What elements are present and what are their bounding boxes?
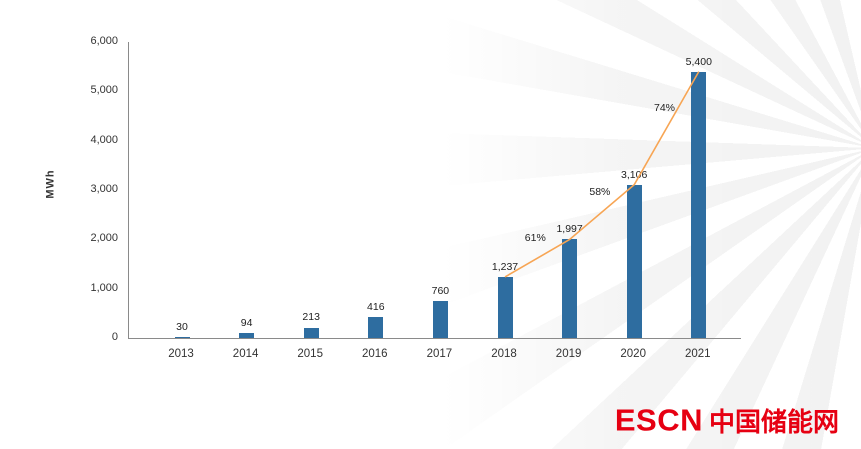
bar-2016: [368, 317, 384, 338]
x-tick-label-2016: 2016: [362, 348, 388, 360]
y-tick-label: 2,000: [90, 232, 118, 245]
bar-2020: [626, 184, 642, 338]
bar-value-label: 30: [176, 320, 188, 333]
y-tick-label: 3,000: [90, 183, 118, 195]
bar-2014: [239, 333, 255, 338]
escn-logo: ESCN 中国储能网: [615, 402, 839, 439]
y-tick-label: 0: [111, 331, 118, 343]
bar-2017: [432, 300, 448, 338]
x-tick-label-2021: 2021: [685, 348, 711, 360]
y-tick-label: 1,000: [90, 281, 118, 294]
logo-text-chinese: 中国储能网: [708, 408, 839, 438]
bar-value-label: 760: [431, 284, 450, 297]
y-tick-label: 4,000: [90, 133, 118, 146]
bar-value-label: 416: [367, 301, 385, 314]
bar-2013: [174, 336, 190, 338]
plot-area: 30 94 213 416 760 1,237 1,997 3,106 5,400 61% 58% 7…: [128, 42, 741, 339]
y-axis-title: MWh: [44, 169, 57, 199]
y-tick-label: 5,000: [90, 84, 118, 97]
bar-value-label: 213: [302, 311, 320, 324]
x-tick-label-2013: 2013: [168, 348, 194, 360]
bar-value-label: 3,106: [621, 168, 648, 181]
x-tick-label-2014: 2014: [232, 348, 259, 360]
bar-value-label: 1,237: [491, 260, 519, 273]
logo-text-escn: ESCN: [614, 402, 703, 438]
x-tick-label-2020: 2020: [620, 348, 646, 360]
growth-percent-label: 61%: [524, 232, 546, 245]
growth-percent-label: 74%: [653, 102, 675, 115]
bar-2019: [562, 239, 578, 338]
x-tick-label-2015: 2015: [297, 348, 323, 360]
bar-2015: [303, 327, 319, 338]
bar-2021: [691, 71, 707, 338]
x-tick-label-2018: 2018: [491, 348, 517, 360]
x-tick-label-2017: 2017: [426, 348, 453, 360]
growth-percent-label: 58%: [589, 186, 611, 199]
x-tick-label-2019: 2019: [555, 348, 582, 360]
y-tick-label: 6,000: [90, 35, 118, 47]
bar-value-label: 94: [240, 317, 253, 330]
bar-value-label: 5,400: [685, 55, 712, 68]
bar-2018: [497, 276, 513, 338]
